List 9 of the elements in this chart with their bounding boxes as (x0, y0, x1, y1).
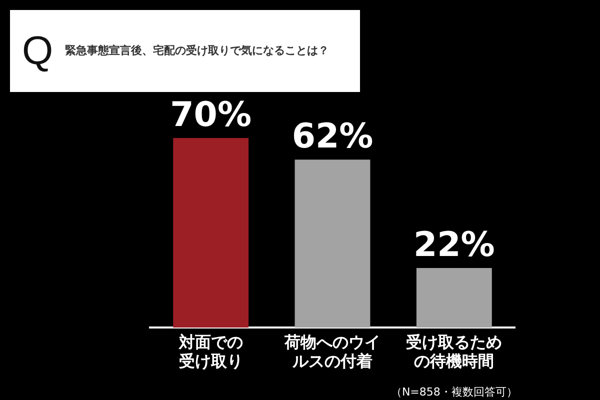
chart-title: Q (22, 28, 54, 74)
text: （N=858・複数回答可） (390, 385, 518, 398)
data-label: 22% (413, 224, 495, 265)
x-tick-label: 対面での受け取り (178, 332, 243, 371)
chart-subtitle: 緊急事態宣言後、宅配の受け取りで気になることは？ (65, 43, 330, 59)
x-tick-label: 受け取るための待機時間 (405, 332, 502, 371)
x-tick-label: 荷物へのウイルスの付着 (284, 332, 380, 371)
data-label: 62% (292, 116, 374, 156)
data-label: 70% (170, 94, 252, 135)
